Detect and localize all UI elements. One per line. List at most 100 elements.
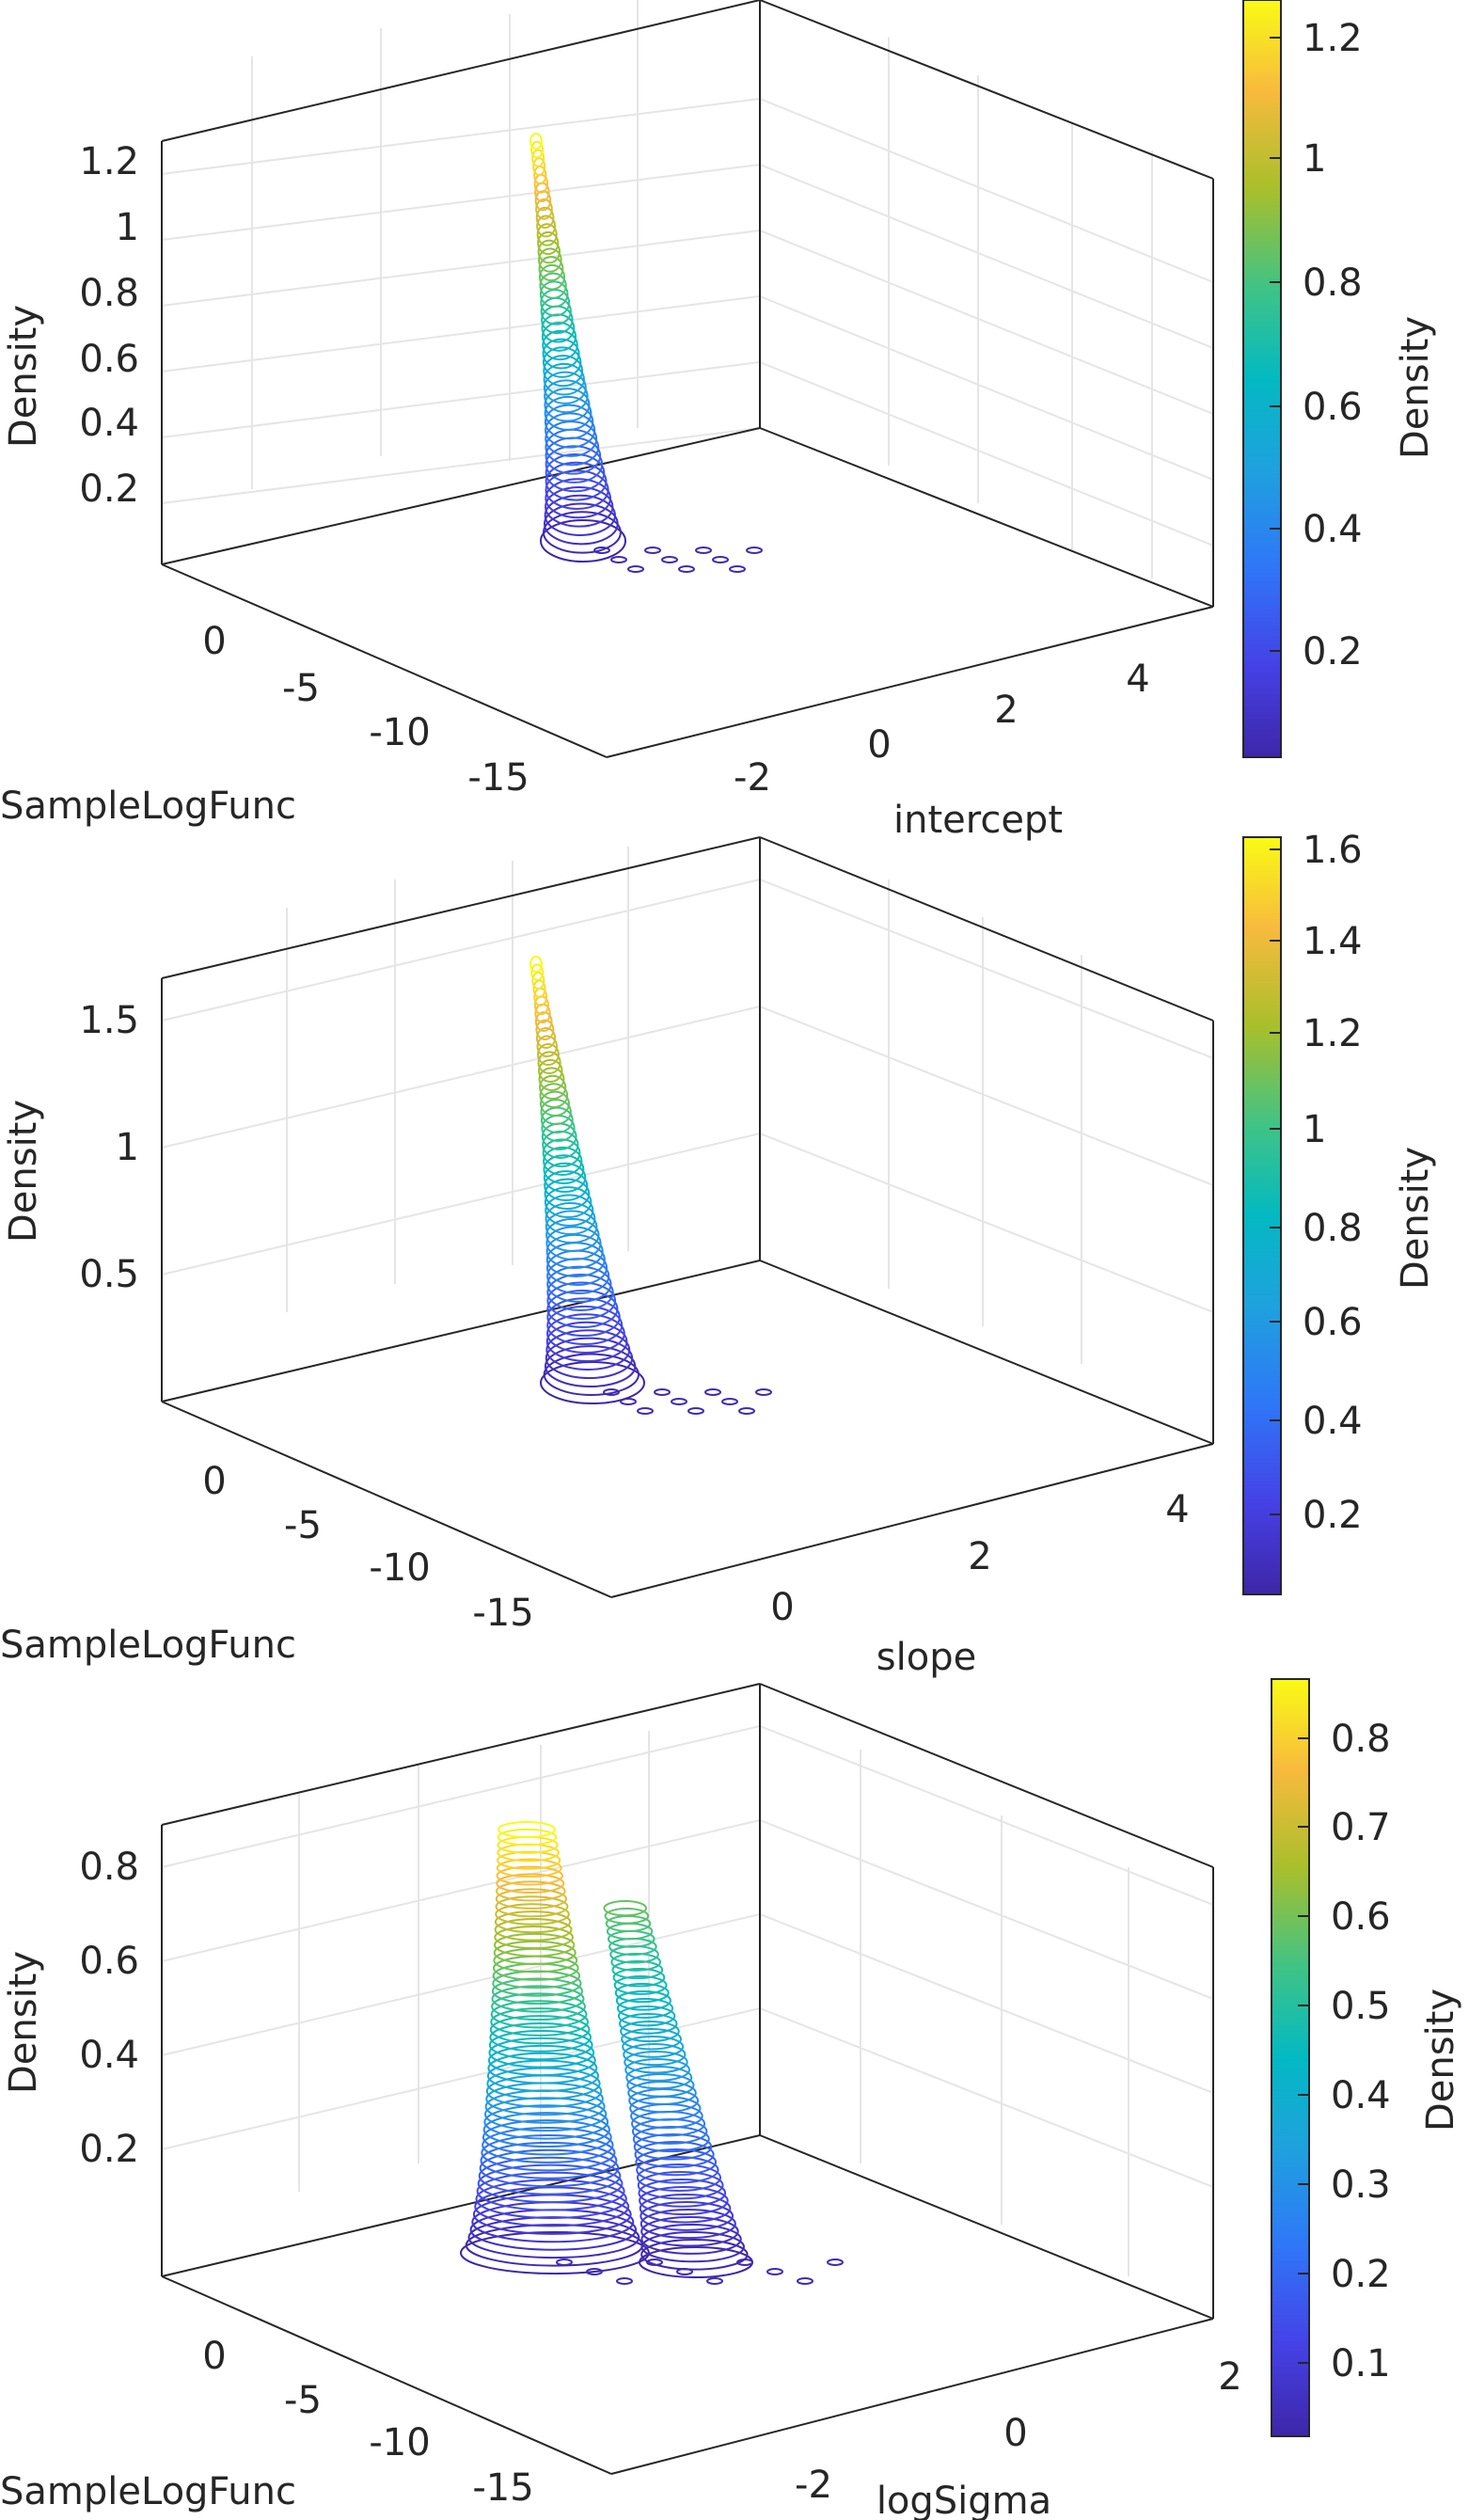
y-axis-label: slope — [877, 1636, 976, 1679]
contour-ring — [604, 1908, 650, 1925]
contour-ring — [532, 157, 546, 177]
colorbar-tick-label: 0.4 — [1303, 508, 1363, 551]
contour-ring — [541, 322, 577, 352]
contour-ring — [640, 2216, 739, 2247]
contour-ring — [494, 1910, 572, 1934]
contour-ring — [637, 2171, 724, 2200]
contour-ring — [620, 2021, 680, 2043]
colorbar-tick-label: 1.6 — [1303, 829, 1363, 872]
contour-ring — [539, 1090, 571, 1117]
contour-ring — [496, 1858, 562, 1878]
contour-ring — [617, 2005, 676, 2027]
x-tick-label: 0 — [202, 1460, 226, 1503]
contour-ring — [489, 2022, 592, 2052]
contour-ring — [531, 149, 545, 167]
contour-ring — [638, 2179, 727, 2208]
colorbar-tick-label: 0.4 — [1303, 1400, 1363, 1443]
contour-ring — [480, 2141, 618, 2179]
z-tick-label: 0.4 — [79, 2034, 139, 2077]
contour-ring — [477, 2163, 624, 2204]
y-tick-label: 2 — [994, 689, 1018, 732]
y-axis-3: -2 0 2 logSigma — [795, 2355, 1242, 2520]
contour-ring — [695, 547, 712, 554]
contour-ring — [706, 2277, 723, 2285]
contour-ring — [545, 453, 606, 493]
z-tick-label: 0.6 — [79, 1940, 139, 1983]
z-axis-3: 0.8 0.6 0.4 0.2 Density — [2, 1846, 139, 2171]
contour-ring — [490, 2007, 589, 2037]
contour-ring — [616, 1998, 674, 2019]
colorbar-tick-label: 0.6 — [1303, 386, 1363, 429]
x-axis-label: SampleLogFunc — [0, 2470, 296, 2513]
contour-ring — [496, 1865, 563, 1886]
contour-ring — [539, 272, 567, 299]
colorbar-2: 1.6 1.4 1.2 1 0.8 0.6 0.4 0.2 Density — [1242, 829, 1437, 1595]
contour-ring — [544, 388, 591, 422]
contour-ring — [536, 1035, 559, 1057]
contour-ring — [534, 1011, 553, 1033]
contour-ring — [491, 1977, 584, 2005]
contour-ring — [495, 1888, 568, 1910]
contour-ring — [543, 511, 622, 554]
contour-ring — [529, 133, 543, 150]
z-tick-label: 1 — [116, 1126, 139, 1169]
contour-ring — [678, 565, 695, 573]
contour-ring — [556, 2258, 573, 2266]
contour-ring — [544, 379, 589, 414]
colorbar-tick-label: 0.1 — [1331, 2342, 1391, 2385]
x-axis-1: 0 -5 -10 -15 SampleLogFunc — [0, 620, 529, 828]
contour-ring — [543, 355, 584, 388]
contour-ring — [539, 1074, 567, 1100]
contour-ring — [482, 2112, 610, 2148]
contour-ring — [540, 1099, 572, 1126]
contour-ring — [738, 1407, 755, 1415]
contour-ring — [543, 1162, 587, 1194]
contour-ring — [543, 371, 587, 404]
contour-ring — [544, 404, 594, 440]
contour-ring — [640, 2231, 745, 2263]
contour-ring — [545, 1233, 604, 1270]
contour-ring — [545, 1329, 631, 1371]
colorbar-tick-label: 0.2 — [1331, 2253, 1391, 2296]
contour-ring — [538, 263, 566, 291]
contour-ring — [489, 2015, 591, 2045]
contour-ring — [535, 206, 555, 230]
colorbar-tick-label: 0.3 — [1331, 2163, 1391, 2207]
contour-ring — [676, 2268, 693, 2275]
contour-ring — [545, 478, 611, 519]
colorbar-tick-label: 1.2 — [1303, 17, 1363, 60]
contour-ring — [620, 1398, 637, 1405]
contour-ring — [586, 2268, 603, 2275]
contour-ring — [625, 2066, 693, 2090]
contour-ring — [543, 1353, 640, 1397]
axes-box-2 — [161, 836, 1214, 1598]
contour-ring — [621, 2028, 682, 2051]
contour-ring — [487, 2044, 596, 2077]
colorbar-1: 1.2 1 0.8 0.6 0.4 0.2 Density — [1242, 0, 1437, 758]
contour-ring — [495, 1903, 570, 1926]
contour-surface-1 — [529, 133, 763, 573]
x-tick-label: -5 — [284, 1504, 322, 1547]
contour-ring — [535, 198, 553, 220]
contour-ring — [497, 1828, 558, 1846]
contour-ring — [797, 2277, 813, 2285]
z-axis-label: Density — [2, 1100, 45, 1243]
colorbar-tick-label: 0.4 — [1331, 2074, 1391, 2117]
y-axis-2: 0 2 4 slope — [770, 1488, 1189, 1679]
contour-ring — [721, 1398, 738, 1405]
contour-ring — [544, 1186, 592, 1218]
contour-ring — [546, 1297, 621, 1337]
z-axis-2: 1.5 1 0.5 Density — [2, 999, 139, 1296]
contour-ring — [545, 1217, 600, 1252]
x-axis-2: 0 -5 -10 -15 SampleLogFunc — [0, 1460, 534, 1667]
contour-ring — [736, 2258, 753, 2266]
contour-ring — [542, 338, 580, 370]
colorbar-tick-label: 1 — [1303, 1108, 1326, 1151]
plot-panel-3: 0.8 0.6 0.4 0.2 Density 0 -5 -10 -15 Sam… — [0, 1678, 1462, 2520]
z-axis-1: 1.2 1 0.8 0.6 0.4 0.2 Density — [2, 140, 139, 511]
contour-ring — [640, 2224, 742, 2255]
contour-ring — [545, 1210, 598, 1244]
contour-ring — [491, 1992, 586, 2021]
contour-ring — [488, 2029, 593, 2061]
